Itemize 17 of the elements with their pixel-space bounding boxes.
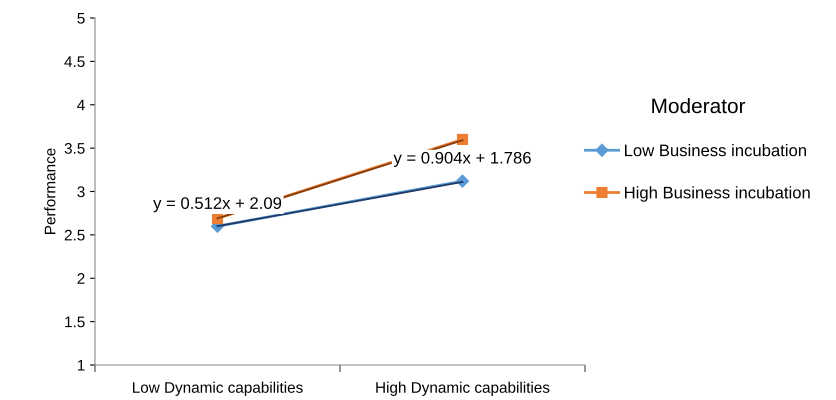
legend-title: Moderator [652, 98, 746, 114]
y-tick-label: 2.5 [64, 230, 85, 241]
legend-label: Low Business incubation [625, 144, 806, 156]
legend-label: High Business incubation [625, 186, 810, 202]
y-axis-title: Performance [44, 148, 56, 234]
y-tick-label: 2 [78, 273, 85, 284]
y-tick-label: 5 [77, 13, 85, 24]
x-tick-label: Low Dynamic capabilities [132, 382, 303, 396]
annotation: y = 0.512x + 2.09 [153, 197, 282, 212]
y-tick-label: 1 [78, 360, 85, 371]
x-tick-label: High Dynamic capabilities [376, 382, 550, 396]
y-tick-label: 1.5 [65, 316, 85, 328]
y-tick-label: 4 [77, 100, 85, 110]
y-tick-label: 4.5 [64, 56, 85, 68]
y-tick-label: 3.5 [64, 142, 85, 154]
y-tick-label: 3 [77, 186, 85, 198]
annotation: y = 0.904x + 1.786 [394, 152, 531, 167]
